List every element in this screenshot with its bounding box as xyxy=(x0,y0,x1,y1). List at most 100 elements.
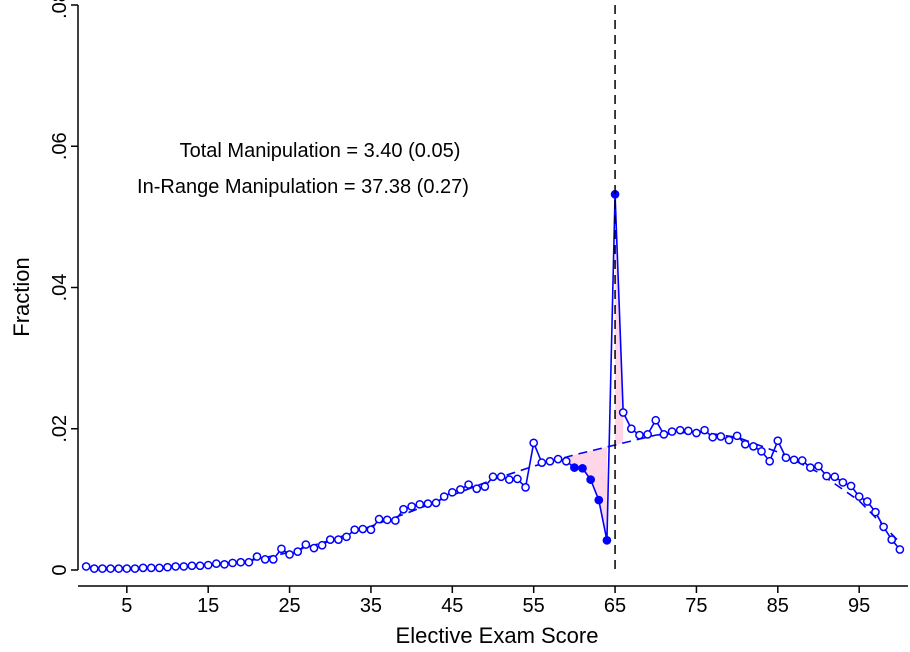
data-point xyxy=(806,463,815,472)
data-point xyxy=(854,492,864,501)
data-point xyxy=(423,499,433,508)
data-point xyxy=(301,540,311,549)
data-point xyxy=(773,436,783,446)
data-point xyxy=(268,555,278,564)
x-tick-label: 25 xyxy=(278,595,300,617)
data-point xyxy=(407,502,416,511)
manipulated-point xyxy=(594,495,604,505)
data-point xyxy=(895,545,905,554)
data-point xyxy=(700,425,709,435)
data-point xyxy=(211,559,221,568)
data-point xyxy=(342,532,351,542)
data-point xyxy=(504,475,514,484)
data-point xyxy=(391,516,400,525)
data-point xyxy=(399,504,408,514)
data-point xyxy=(545,456,555,466)
data-point xyxy=(130,564,140,573)
data-point xyxy=(675,425,685,435)
data-point xyxy=(374,514,384,524)
y-tick-label: .04 xyxy=(49,274,71,302)
data-point xyxy=(171,562,180,571)
data-point xyxy=(309,543,319,553)
data-point xyxy=(838,478,848,487)
manipulated-point xyxy=(570,463,579,472)
missing-mass-area xyxy=(566,446,607,541)
data-point xyxy=(667,427,677,436)
data-point xyxy=(155,563,164,573)
data-point xyxy=(618,408,628,417)
data-point xyxy=(480,482,490,492)
data-point xyxy=(692,428,701,438)
y-tick-label: 0 xyxy=(49,564,71,575)
data-point xyxy=(122,564,132,573)
data-point xyxy=(496,472,506,482)
data-point xyxy=(472,484,482,494)
data-point xyxy=(732,431,742,441)
data-point xyxy=(456,485,465,494)
data-point xyxy=(765,456,775,466)
data-point xyxy=(358,524,368,534)
data-point xyxy=(317,540,327,550)
data-point xyxy=(626,424,636,434)
data-point xyxy=(797,456,807,465)
x-tick-label: 85 xyxy=(767,595,789,617)
manipulated-point xyxy=(578,463,587,473)
data-point xyxy=(114,564,124,573)
y-tick-label: .02 xyxy=(49,415,71,443)
data-point xyxy=(350,525,360,535)
data-point xyxy=(879,522,888,532)
data-point xyxy=(415,499,425,509)
data-point xyxy=(651,415,661,425)
manipulated-point xyxy=(602,535,612,545)
data-point xyxy=(553,454,563,464)
data-point xyxy=(635,430,644,440)
data-point xyxy=(98,564,107,573)
data-point xyxy=(325,535,335,544)
data-point xyxy=(488,472,498,482)
data-point xyxy=(724,435,734,445)
data-point xyxy=(260,555,270,564)
data-point xyxy=(537,458,547,467)
data-point xyxy=(846,481,856,491)
data-point xyxy=(293,547,303,556)
data-point xyxy=(781,453,791,463)
data-point xyxy=(716,432,726,441)
data-point xyxy=(244,557,254,567)
data-point xyxy=(789,455,799,465)
data-point xyxy=(513,474,522,484)
data-point xyxy=(862,497,872,506)
text-layer: Total Manipulation = 3.40 (0.05) In-Rang… xyxy=(9,140,598,648)
annotation-total-manipulation: Total Manipulation = 3.40 (0.05) xyxy=(180,140,461,162)
x-tick-label: 95 xyxy=(848,595,870,617)
data-point xyxy=(749,442,758,451)
x-tick-label: 15 xyxy=(197,595,219,617)
x-tick-label: 75 xyxy=(685,595,707,617)
x-tick-label: 5 xyxy=(121,595,132,617)
data-point xyxy=(683,426,693,436)
x-axis-title: Elective Exam Score xyxy=(396,623,599,648)
data-point xyxy=(447,487,457,497)
data-point xyxy=(561,456,571,466)
data-point xyxy=(81,562,91,571)
data-point xyxy=(830,472,840,482)
counterfactual-fit-layer xyxy=(86,430,901,569)
x-tick-label: 65 xyxy=(604,595,626,617)
data-point xyxy=(464,480,473,489)
data-point xyxy=(334,535,343,544)
data-point xyxy=(277,544,286,554)
observed-series-layer xyxy=(81,189,905,573)
data-point xyxy=(439,492,449,501)
data-point xyxy=(887,535,897,544)
data-point xyxy=(659,430,669,439)
counterfactual-fit-line xyxy=(86,430,901,569)
data-point xyxy=(187,561,197,571)
data-point xyxy=(285,550,294,559)
data-point xyxy=(740,439,750,449)
data-point xyxy=(220,560,229,569)
data-point xyxy=(643,430,652,439)
data-point xyxy=(431,498,441,508)
x-tick-label: 55 xyxy=(523,595,545,617)
data-point xyxy=(106,564,115,573)
data-point xyxy=(366,525,376,535)
